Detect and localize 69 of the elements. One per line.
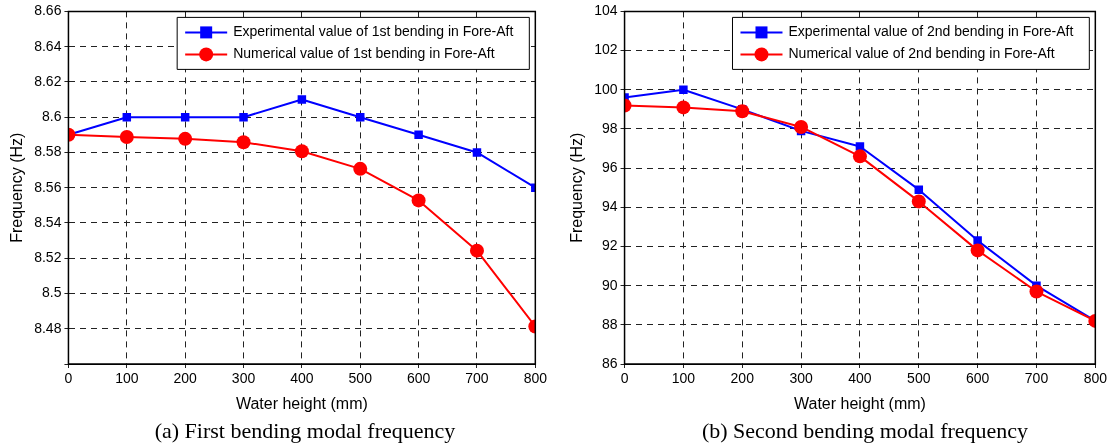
x-tick-label: 700: [1024, 370, 1049, 387]
y-tick-label: 94: [601, 198, 618, 215]
y-tick-label: 92: [601, 237, 618, 254]
point: [294, 144, 309, 159]
legend-label: Experimental value of 2nd bending in Fore-Aft: [788, 23, 1074, 40]
point: [353, 161, 368, 176]
x-axis-title: Water height (mm): [794, 394, 926, 412]
legend-label: Numerical value of 2nd bending in Fore-Aft: [788, 45, 1055, 62]
point: [914, 185, 924, 194]
y-tick-label: 100: [594, 80, 618, 97]
x-tick-label: 400: [848, 370, 872, 387]
x-tick-label: 600: [406, 370, 431, 387]
point: [469, 243, 484, 258]
point: [472, 148, 482, 157]
legend-label: Experimental value of 1st bending in Fore-Aft: [233, 23, 514, 40]
x-tick-label: 0: [64, 370, 73, 387]
point: [411, 193, 426, 208]
x-tick-label: 0: [620, 370, 629, 387]
x-tick-label: 700: [465, 370, 489, 387]
y-tick-label: 8.58: [34, 143, 62, 160]
x-tick-label: 300: [231, 370, 256, 387]
point: [1029, 284, 1044, 299]
y-tick-label: 104: [594, 2, 618, 19]
point: [911, 194, 926, 209]
x-tick-label: 800: [1083, 370, 1108, 387]
x-tick-label: 200: [173, 370, 198, 387]
x-tick-label: 400: [290, 370, 314, 387]
legend-label: Numerical value of 1st bending in Fore-Aft: [233, 45, 495, 62]
y-tick-label: 8.56: [34, 178, 62, 195]
y-axis-title: Frequency (Hz): [8, 132, 26, 243]
point: [239, 112, 248, 122]
point: [178, 131, 193, 146]
point: [414, 130, 423, 140]
y-tick-label: 8.66: [34, 2, 62, 19]
x-tick-label: 800: [523, 370, 548, 387]
point: [852, 149, 867, 164]
y-tick-label: 8.48: [34, 319, 62, 336]
y-tick-label: 8.52: [34, 249, 62, 266]
y-tick-label: 8.6: [41, 108, 62, 125]
x-tick-label: 500: [348, 370, 373, 387]
x-tick-label: 200: [730, 370, 755, 387]
point: [970, 243, 985, 258]
y-tick-label: 88: [601, 315, 618, 332]
x-tick-label: 600: [965, 370, 990, 387]
y-tick-label: 102: [594, 41, 618, 58]
y-tick-label: 86: [601, 354, 618, 371]
x-tick-label: 500: [907, 370, 931, 387]
point: [679, 85, 688, 94]
x-tick-label: 300: [789, 370, 813, 387]
point: [676, 100, 691, 115]
text: (a) First bending modal frequency: [153, 418, 457, 444]
point: [794, 119, 809, 134]
y-tick-label: 90: [601, 276, 618, 293]
y-tick-label: 96: [601, 158, 618, 175]
y-tick-label: 8.62: [34, 72, 62, 89]
x-tick-label: 100: [671, 370, 696, 387]
point: [236, 135, 251, 150]
point: [119, 129, 134, 144]
text: (b) Second bending modal frequency: [700, 418, 1030, 444]
y-tick-label: 8.64: [34, 37, 62, 54]
point: [297, 95, 307, 104]
point: [973, 236, 982, 245]
point: [735, 104, 750, 119]
y-tick-label: 98: [601, 119, 618, 136]
x-axis-title: Water height (mm): [235, 394, 368, 412]
y-tick-label: 8.5: [41, 284, 62, 301]
y-axis-title: Frequency (Hz): [568, 132, 586, 243]
x-tick-label: 100: [115, 370, 139, 387]
y-tick-label: 8.54: [34, 213, 62, 230]
